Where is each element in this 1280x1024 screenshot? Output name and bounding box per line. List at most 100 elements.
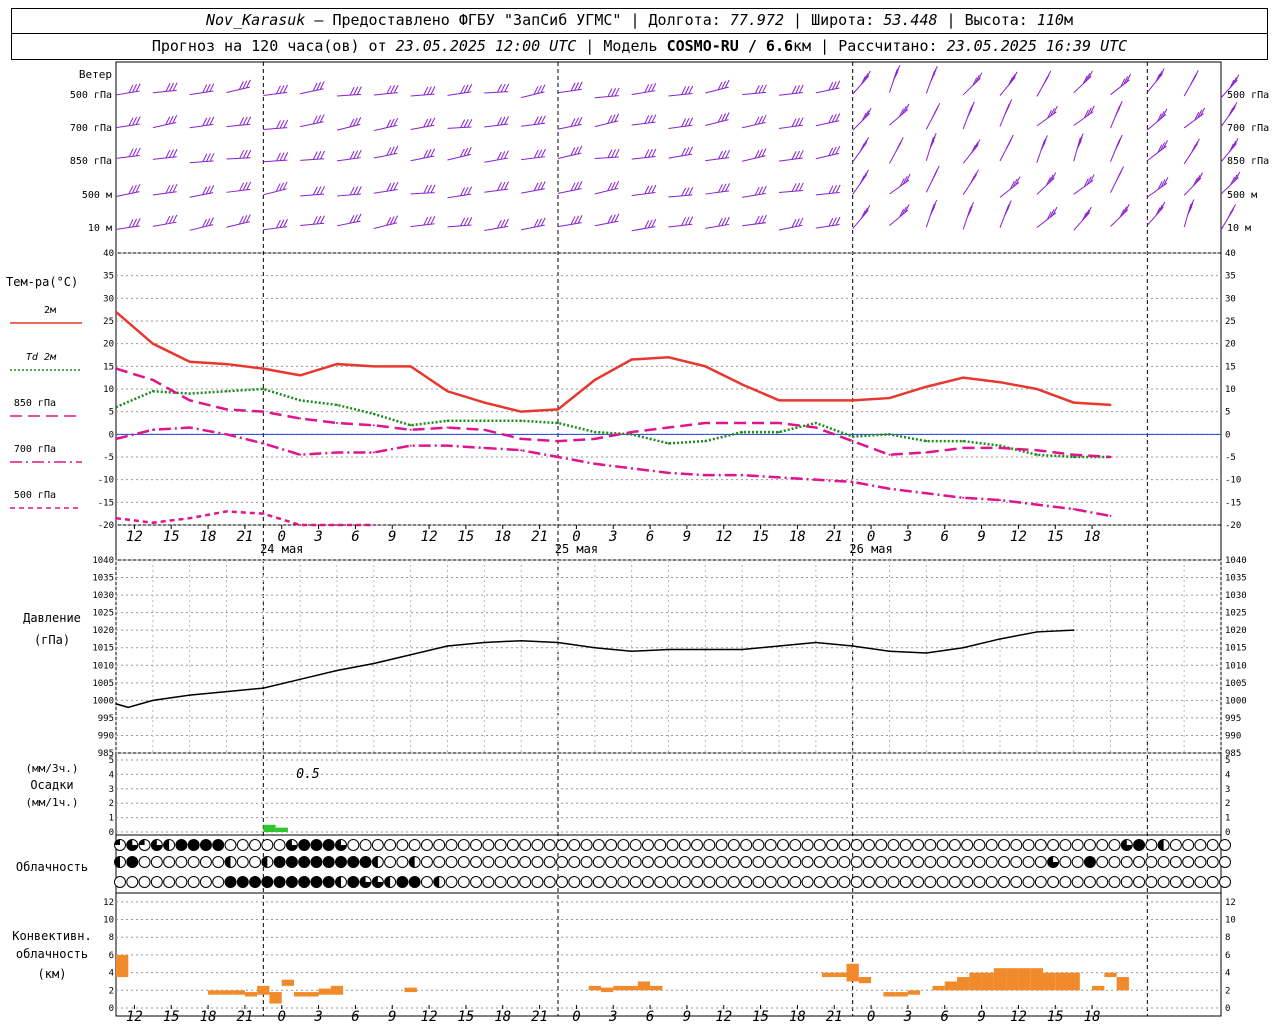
wind-barb-feather xyxy=(832,185,837,194)
pressure-point xyxy=(594,646,596,649)
wind-barb xyxy=(410,155,435,162)
conv-bar xyxy=(1030,968,1043,991)
plot-frame xyxy=(115,61,1222,1017)
temp-point xyxy=(888,433,891,436)
cloud-symbol xyxy=(654,839,667,851)
cloud-symbol xyxy=(850,839,863,851)
wind-barb-feather xyxy=(863,169,869,178)
wind-barb-feather xyxy=(647,185,653,194)
wind-barb xyxy=(300,193,325,197)
cloud-symbol xyxy=(899,856,912,868)
cloud-symbol xyxy=(1010,876,1023,888)
wind-barb-feather xyxy=(500,83,506,93)
wind-barb-feather xyxy=(1159,68,1165,77)
wind-barb-feather xyxy=(1049,209,1055,218)
cloud-symbol xyxy=(482,839,495,851)
cloud-symbol xyxy=(813,839,826,851)
wind-barb-feather xyxy=(463,186,469,196)
conv-bar xyxy=(993,968,1007,991)
temp-point xyxy=(1072,456,1075,458)
wind-barb-feather xyxy=(242,116,248,126)
cloud-symbol xyxy=(568,856,581,868)
cloud-symbol-fill xyxy=(114,856,120,868)
cloud-symbol xyxy=(862,856,875,868)
cloud-symbol xyxy=(347,876,360,888)
cloud-symbol xyxy=(1206,876,1219,888)
hour-label-bottom: 15 xyxy=(163,1009,180,1024)
cloud-symbol xyxy=(887,839,900,851)
init-time: 23.05.2025 12:00 UTC xyxy=(395,37,577,55)
cloud-symbol xyxy=(322,876,335,888)
wind-barb-feather xyxy=(389,182,395,191)
wind-barb-feather xyxy=(353,186,359,195)
hour-label-mid: 3 xyxy=(608,529,617,545)
wind-level-label-right: 10 м xyxy=(1227,223,1251,234)
temp-point xyxy=(999,381,1001,384)
temp-point xyxy=(925,451,928,454)
wind-barb-feather xyxy=(504,83,510,93)
wind-barb-feather xyxy=(1010,74,1016,83)
conv-tick-left: 10 xyxy=(103,916,114,926)
wind-barb-feather xyxy=(795,218,800,227)
wind-barb xyxy=(410,93,435,97)
wind-barb-feather xyxy=(169,149,174,158)
wind-barb-feather xyxy=(1197,109,1203,119)
cloud-symbol-fill xyxy=(163,839,170,851)
wind-barb-feather xyxy=(835,113,841,122)
wind-barb-feather xyxy=(1159,110,1165,120)
wind-barb xyxy=(668,194,693,198)
wind-barb-feather xyxy=(1007,77,1013,86)
cloud-symbol xyxy=(163,856,176,868)
cloud-symbol xyxy=(1034,839,1047,851)
hour-label-bottom: 9 xyxy=(683,1009,691,1024)
cloud-symbol xyxy=(1059,876,1072,888)
pressure-tick-left: 1010 xyxy=(92,661,114,671)
wind-barb-feather xyxy=(209,185,215,194)
conv-bar xyxy=(116,954,129,978)
wind-barb xyxy=(115,154,140,159)
temp-legend-label: 2м xyxy=(44,305,56,316)
wind-barb-feather xyxy=(860,210,866,219)
wind-barb xyxy=(1036,111,1057,127)
hour-label-bottom: 15 xyxy=(457,1009,474,1024)
cloud-symbol xyxy=(519,839,532,851)
cloud-symbol xyxy=(678,856,691,868)
temp-point xyxy=(999,446,1001,449)
temp-point xyxy=(262,388,265,390)
cloud-symbol xyxy=(862,839,875,851)
lon-label: Долгота: xyxy=(648,11,721,29)
wind-barb-feather xyxy=(1119,209,1125,218)
cloud-symbol xyxy=(298,839,311,851)
hour-label-bottom: 0 xyxy=(572,1009,580,1024)
precip-tick-right: 0 xyxy=(1225,828,1230,838)
cloud-symbol xyxy=(150,856,163,868)
cloud-symbol xyxy=(470,876,483,888)
temp-point xyxy=(593,437,596,440)
wind-barb xyxy=(410,124,435,130)
wind-barb-feather xyxy=(865,70,871,80)
pressure-tick-left: 1015 xyxy=(92,644,114,654)
wind-barb xyxy=(1146,207,1164,226)
wind-barb-feather xyxy=(349,150,355,160)
wind-barb-feather xyxy=(320,186,325,195)
wind-barb-feather xyxy=(904,204,910,213)
wind-barb-feather xyxy=(135,184,141,193)
wind-barb-feather xyxy=(864,137,869,146)
wind-barb-feather xyxy=(647,149,653,158)
conv-bar xyxy=(846,963,859,982)
wind-title: Ветер xyxy=(79,68,112,81)
wind-barb xyxy=(705,157,730,162)
wind-barb-feather xyxy=(533,86,539,95)
wind-barb-feather xyxy=(540,84,546,93)
wind-barb xyxy=(226,188,251,193)
cloud-symbol xyxy=(506,876,519,888)
cloud-symbol xyxy=(1083,876,1096,888)
temp-point xyxy=(115,517,117,520)
cloud-symbol xyxy=(1120,876,1133,888)
wind-barb-feather xyxy=(242,149,248,159)
wind-barb xyxy=(742,155,766,162)
wind-barb xyxy=(336,220,361,227)
wind-barb-feather xyxy=(798,182,804,192)
hour-label-bottom: 15 xyxy=(752,1009,769,1024)
wind-barb-feather xyxy=(758,215,764,224)
